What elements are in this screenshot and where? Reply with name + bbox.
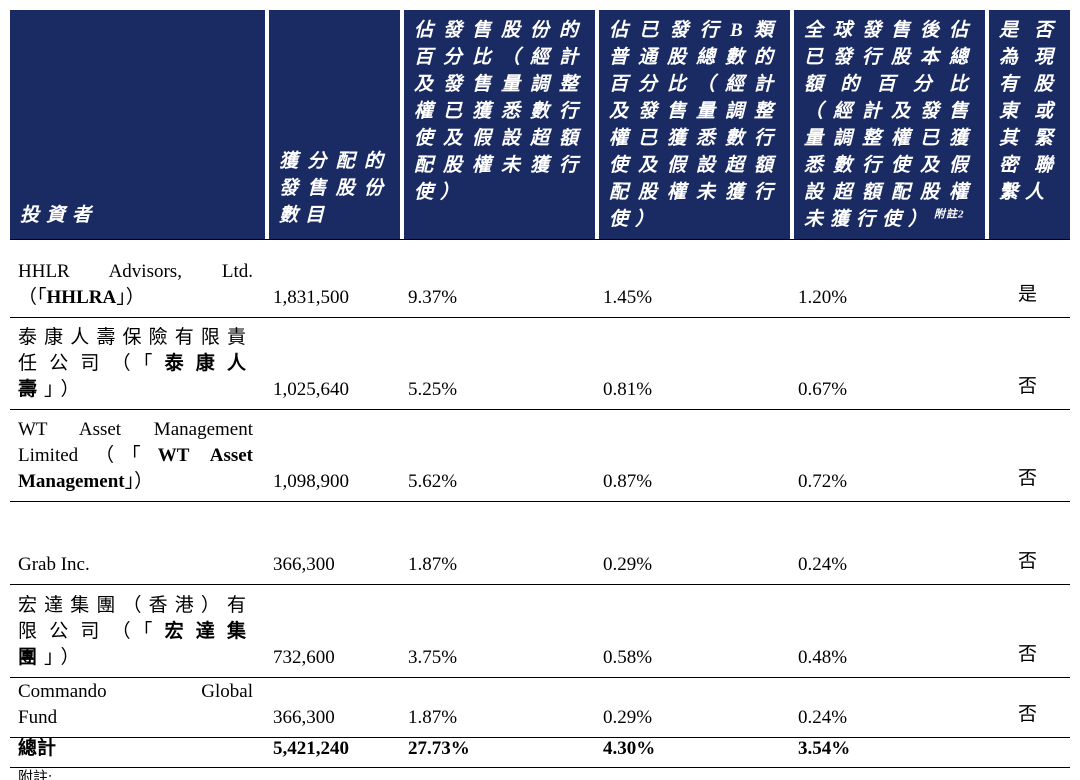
investor-name-text: Grab Inc. — [18, 554, 90, 575]
investor-name: Grab Inc. — [18, 552, 253, 578]
header-pct-of-class-b-shares: 佔已發行B類普通股總數的百分比（經計及發售量調整權已獲悉數行使及假設超額配股權未… — [595, 10, 790, 239]
investor-name-bold: 泰康人壽 — [18, 353, 253, 400]
investor-name-bold: 宏達集團 — [18, 621, 253, 668]
table-row: 宏達集團（香港）有限公司（「宏達集團」） 732,600 3.75% 0.58%… — [10, 585, 1070, 678]
total-pct-class-b-cell: 4.30% — [603, 738, 656, 759]
table-row: 泰康人壽保險有限責任公司（「泰康人壽」） 1,025,640 5.25% 0.8… — [10, 318, 1070, 410]
table-row: Commando Global Fund 366,300 1.87% 0.29% … — [10, 678, 1070, 738]
pct-class-b-cell: 0.81% — [603, 379, 653, 400]
pct-post-offering-cell: 0.48% — [798, 647, 848, 668]
investor-name-text: 泰康人壽保險有限責任公司（「 — [18, 327, 253, 374]
shares-cell: 1,831,500 — [273, 287, 349, 308]
pct-class-b-cell: 0.87% — [603, 471, 653, 492]
investor-name-bold: WT Asset Management — [18, 445, 253, 492]
investor-name-line: Commando Global — [18, 681, 253, 702]
total-label: 總計 — [18, 738, 57, 759]
pct-post-offering-cell: 1.20% — [798, 287, 848, 308]
pct-class-b-cell: 0.58% — [603, 647, 653, 668]
table-row: HHLR Advisors, Ltd. （「HHLRA」） 1,831,500 9… — [10, 240, 1070, 318]
shares-cell: 732,600 — [273, 647, 335, 668]
pct-offer-cell: 1.87% — [408, 554, 458, 575]
existing-shareholder-cell: 否 — [1017, 644, 1037, 665]
pct-class-b-cell: 1.45% — [603, 287, 653, 308]
table-row: WT Asset Management Limited（「WT Asset Ma… — [10, 410, 1070, 502]
pct-offer-cell: 1.87% — [408, 707, 458, 728]
header-existing-shareholder: 是否為現有股東或其緊密聯繫人 — [985, 10, 1070, 239]
existing-shareholder-cell: 是 — [1017, 284, 1037, 305]
header-investor: 投資者 — [10, 10, 265, 239]
notes-section: 附註: — [10, 768, 1070, 780]
investor-name-bold: HHLRA — [46, 287, 117, 308]
pct-class-b-cell: 0.29% — [603, 554, 653, 575]
pct-offer-cell: 5.62% — [408, 471, 458, 492]
investor-name-suffix: 」） — [44, 647, 87, 668]
investor-name-suffix: 」） — [124, 471, 154, 492]
pct-post-offering-cell: 0.72% — [798, 471, 848, 492]
investor-name-cell: WT Asset Management Limited（「WT Asset Ma… — [10, 410, 265, 501]
total-row: 總計 5,421,240 27.73% 4.30% 3.54% — [10, 738, 1070, 768]
investor-name: WT Asset Management Limited（「WT Asset Ma… — [18, 417, 253, 495]
pct-offer-cell: 5.25% — [408, 379, 458, 400]
notes-label: 附註: — [18, 770, 53, 780]
investor-name-cell: 泰康人壽保險有限責任公司（「泰康人壽」） — [10, 318, 265, 409]
table-row: Grab Inc. 366,300 1.87% 0.29% 0.24% 否 — [10, 502, 1070, 585]
existing-shareholder-cell: 否 — [1017, 704, 1037, 725]
investor-name-suffix: 」） — [44, 379, 87, 400]
header-pct-of-total-share-capital-text: 全球發售後佔已發行股本總額的百分比（經計及發售量調整權已獲悉數行使及假設超額配股… — [804, 20, 975, 230]
investor-name: 宏達集團（香港）有限公司（「宏達集團」） — [18, 593, 253, 671]
total-shares-cell: 5,421,240 — [273, 738, 349, 759]
shares-cell: 366,300 — [273, 554, 335, 575]
existing-shareholder-cell: 否 — [1017, 551, 1037, 572]
investor-name-cell: Grab Inc. — [10, 502, 265, 584]
investor-name-cell: Commando Global Fund — [10, 678, 265, 737]
cornerstone-investors-table: 投資者 獲分配的發售股份數目 佔發售股份的百分比（經計及發售量調整權已獲悉數行使… — [10, 10, 1070, 780]
investor-name-cell: 宏達集團（香港）有限公司（「宏達集團」） — [10, 585, 265, 677]
table-header: 投資者 獲分配的發售股份數目 佔發售股份的百分比（經計及發售量調整權已獲悉數行使… — [10, 10, 1070, 240]
pct-offer-cell: 9.37% — [408, 287, 458, 308]
investor-name: 泰康人壽保險有限責任公司（「泰康人壽」） — [18, 325, 253, 403]
investor-name-text: Fund — [18, 707, 58, 728]
investor-name-text: （「 — [18, 287, 47, 308]
investor-name-text: WT Asset Management Limited（「 — [18, 419, 253, 466]
footnote-ref: 附註2 — [934, 208, 965, 221]
pct-post-offering-cell: 0.67% — [798, 379, 848, 400]
shares-cell: 366,300 — [273, 707, 335, 728]
investor-name: Commando Global Fund — [18, 679, 253, 731]
investor-name: HHLR Advisors, Ltd. （「HHLRA」） — [18, 259, 253, 311]
existing-shareholder-cell: 否 — [1017, 376, 1037, 397]
investor-name-suffix: 」） — [116, 287, 145, 308]
investor-name-line: HHLR Advisors, Ltd. — [18, 261, 253, 282]
header-shares-allocated: 獲分配的發售股份數目 — [265, 10, 400, 239]
pct-class-b-cell: 0.29% — [603, 707, 653, 728]
pct-offer-cell: 3.75% — [408, 647, 458, 668]
investor-name-cell: HHLR Advisors, Ltd. （「HHLRA」） — [10, 240, 265, 317]
shares-cell: 1,098,900 — [273, 471, 349, 492]
existing-shareholder-cell: 否 — [1017, 468, 1037, 489]
total-pct-post-offering-cell: 3.54% — [798, 738, 851, 759]
pct-post-offering-cell: 0.24% — [798, 554, 848, 575]
investor-name-text: 宏達集團（香港）有限公司（「 — [18, 595, 253, 642]
header-pct-of-offer-shares: 佔發售股份的百分比（經計及發售量調整權已獲悉數行使及假設超額配股權未獲行使） — [400, 10, 595, 239]
pct-post-offering-cell: 0.24% — [798, 707, 848, 728]
header-pct-of-total-share-capital: 全球發售後佔已發行股本總額的百分比（經計及發售量調整權已獲悉數行使及假設超額配股… — [790, 10, 985, 239]
total-pct-offer-cell: 27.73% — [408, 738, 470, 759]
shares-cell: 1,025,640 — [273, 379, 349, 400]
total-existing-shareholder-cell — [985, 738, 1070, 767]
